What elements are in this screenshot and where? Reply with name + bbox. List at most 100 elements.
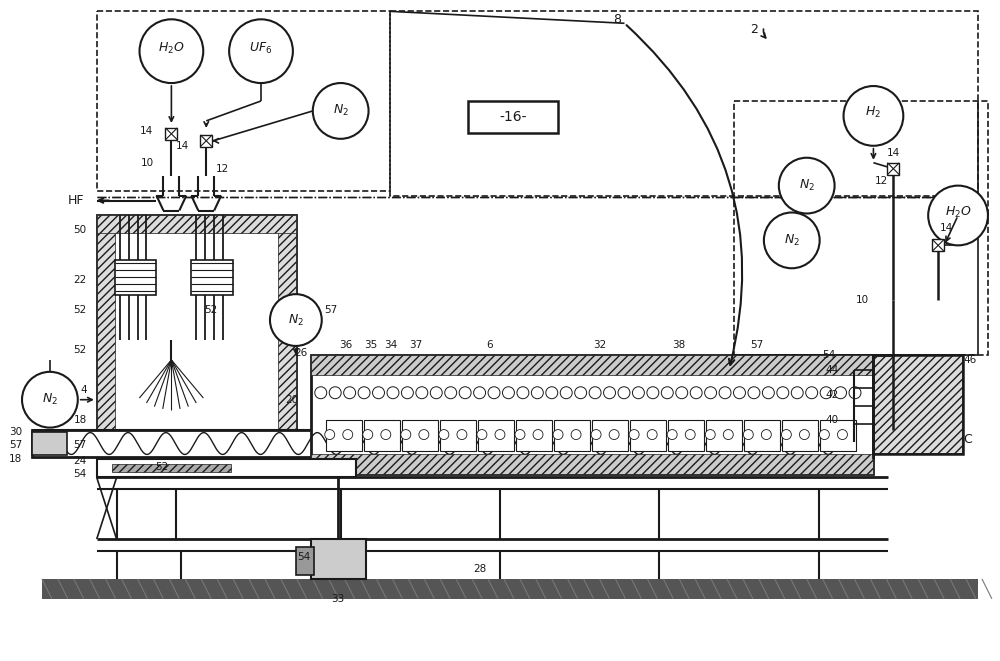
Bar bbox=[311, 355, 873, 375]
Bar bbox=[592, 420, 628, 451]
Text: 57: 57 bbox=[750, 340, 764, 350]
Bar bbox=[402, 420, 438, 451]
Circle shape bbox=[849, 387, 861, 399]
Circle shape bbox=[748, 387, 760, 399]
Text: 32: 32 bbox=[593, 340, 606, 350]
Circle shape bbox=[517, 387, 529, 399]
Bar bbox=[932, 239, 944, 251]
Text: 28: 28 bbox=[473, 564, 487, 574]
Bar bbox=[311, 539, 366, 579]
Circle shape bbox=[373, 387, 384, 399]
Bar bbox=[32, 432, 67, 455]
Circle shape bbox=[667, 430, 677, 440]
Circle shape bbox=[445, 387, 457, 399]
Text: 24: 24 bbox=[73, 457, 87, 467]
Text: 52: 52 bbox=[73, 305, 87, 315]
Text: 54: 54 bbox=[298, 552, 311, 562]
Text: 2: 2 bbox=[750, 22, 758, 36]
Text: $N_2$: $N_2$ bbox=[42, 392, 58, 407]
Bar bbox=[200, 135, 212, 147]
Bar bbox=[326, 420, 362, 451]
Circle shape bbox=[229, 19, 293, 83]
Bar bbox=[782, 420, 818, 451]
Bar bbox=[706, 420, 742, 451]
Bar bbox=[97, 215, 296, 233]
Bar bbox=[97, 215, 115, 449]
Text: 35: 35 bbox=[364, 340, 377, 350]
Circle shape bbox=[560, 387, 572, 399]
Text: $N_2$: $N_2$ bbox=[288, 313, 304, 328]
Circle shape bbox=[837, 430, 847, 440]
Circle shape bbox=[723, 430, 733, 440]
Text: 46: 46 bbox=[963, 355, 976, 365]
Text: $UF_6$: $UF_6$ bbox=[249, 40, 273, 56]
Bar bbox=[554, 420, 590, 451]
Circle shape bbox=[835, 387, 847, 399]
Circle shape bbox=[820, 387, 832, 399]
Circle shape bbox=[358, 387, 370, 399]
Bar bbox=[887, 163, 899, 175]
Circle shape bbox=[589, 387, 601, 399]
Circle shape bbox=[618, 387, 630, 399]
Circle shape bbox=[459, 387, 471, 399]
Circle shape bbox=[761, 430, 771, 440]
Text: 8: 8 bbox=[614, 13, 622, 26]
Text: 57: 57 bbox=[324, 305, 337, 315]
Text: 12: 12 bbox=[875, 176, 888, 186]
Text: 42: 42 bbox=[825, 390, 839, 400]
Bar bbox=[311, 455, 873, 475]
Text: 10: 10 bbox=[855, 295, 868, 305]
Circle shape bbox=[363, 430, 373, 440]
Bar bbox=[165, 128, 177, 140]
Text: 22: 22 bbox=[73, 275, 87, 285]
Circle shape bbox=[799, 430, 809, 440]
Text: 40: 40 bbox=[825, 414, 839, 424]
Text: 14: 14 bbox=[176, 141, 189, 151]
Text: 50: 50 bbox=[74, 225, 87, 235]
Text: 36: 36 bbox=[339, 340, 352, 350]
Circle shape bbox=[791, 387, 803, 399]
Circle shape bbox=[609, 430, 619, 440]
Bar bbox=[630, 420, 666, 451]
Bar bbox=[32, 430, 868, 457]
Text: 30: 30 bbox=[9, 426, 22, 436]
Text: 26: 26 bbox=[295, 348, 308, 358]
Circle shape bbox=[419, 430, 429, 440]
Circle shape bbox=[806, 387, 818, 399]
Circle shape bbox=[430, 387, 442, 399]
Circle shape bbox=[734, 387, 745, 399]
Text: HF: HF bbox=[67, 194, 84, 207]
FancyArrowPatch shape bbox=[627, 25, 742, 365]
Bar bbox=[873, 355, 963, 455]
Circle shape bbox=[22, 372, 78, 428]
Circle shape bbox=[315, 387, 327, 399]
Text: 18: 18 bbox=[73, 414, 87, 424]
Bar bbox=[97, 432, 296, 449]
Text: 57: 57 bbox=[73, 440, 87, 449]
Text: 44: 44 bbox=[825, 365, 839, 375]
Text: 52: 52 bbox=[155, 463, 168, 473]
Text: 14: 14 bbox=[140, 126, 153, 136]
Circle shape bbox=[571, 430, 581, 440]
Circle shape bbox=[629, 430, 639, 440]
Text: 12: 12 bbox=[216, 164, 229, 174]
Bar bbox=[97, 459, 356, 477]
Bar bbox=[311, 355, 873, 475]
Circle shape bbox=[401, 387, 413, 399]
Circle shape bbox=[591, 430, 601, 440]
Bar bbox=[115, 260, 156, 295]
Circle shape bbox=[344, 387, 356, 399]
Bar bbox=[42, 579, 978, 599]
Bar bbox=[296, 547, 314, 575]
Text: 4: 4 bbox=[80, 385, 87, 395]
Bar bbox=[390, 11, 978, 196]
Bar bbox=[820, 420, 856, 451]
Circle shape bbox=[531, 387, 543, 399]
Circle shape bbox=[488, 387, 500, 399]
Circle shape bbox=[515, 430, 525, 440]
Text: 54: 54 bbox=[822, 350, 835, 360]
Circle shape bbox=[553, 430, 563, 440]
Circle shape bbox=[705, 387, 717, 399]
Bar bbox=[516, 420, 552, 451]
Bar bbox=[97, 11, 390, 190]
